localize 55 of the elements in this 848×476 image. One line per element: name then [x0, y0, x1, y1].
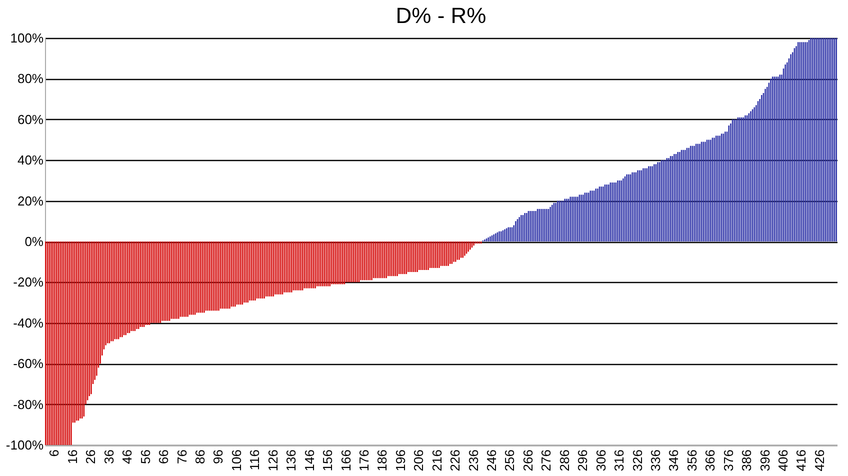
x-tick-label: 426: [812, 450, 827, 472]
x-tick-label: 86: [192, 450, 208, 464]
y-tick-label: 40%: [17, 152, 44, 168]
x-tick-label: 116: [247, 450, 262, 470]
chart-title: D% - R%: [396, 3, 486, 28]
x-tick-label: 106: [228, 450, 244, 472]
x-tick-label: 236: [466, 450, 481, 472]
x-tick-label: 256: [502, 450, 518, 472]
y-tick-label: 100%: [10, 30, 44, 46]
y-tick-label: -40%: [13, 315, 44, 330]
x-tick-label: 66: [156, 450, 172, 464]
x-tick-label: 276: [538, 450, 554, 472]
x-tick-label: 136: [284, 450, 299, 472]
y-tick-label: 80%: [17, 71, 44, 86]
x-tick-label: 6: [46, 450, 62, 457]
x-tick-label: 296: [575, 450, 590, 472]
x-tick-label: 206: [411, 450, 426, 472]
x-tick-label: 376: [720, 450, 736, 472]
x-tick-label: 286: [556, 450, 572, 472]
y-tick-label: -60%: [13, 356, 44, 372]
x-tick-label: 156: [320, 450, 336, 472]
y-tick-label: 20%: [17, 193, 44, 208]
x-tick-label: 346: [666, 450, 682, 472]
x-tick-label: 56: [138, 450, 153, 464]
x-tick-label: 386: [739, 450, 754, 472]
x-tick-label: 306: [593, 450, 608, 472]
x-tick-label: 76: [174, 450, 190, 464]
x-tick-label: 186: [374, 450, 390, 472]
x-tick-label: 126: [265, 450, 280, 472]
x-tick-label: 46: [120, 450, 135, 464]
y-tick-label: 0%: [24, 234, 44, 249]
x-tick-label: 406: [776, 450, 791, 472]
y-tick-label: 60%: [17, 112, 44, 127]
x-tick-label: 176: [356, 450, 372, 472]
x-tick-label: 16: [64, 450, 80, 464]
x-tick-label: 36: [101, 450, 116, 464]
x-tick-label: 246: [484, 450, 500, 472]
x-tick-label: 316: [612, 450, 627, 472]
y-tick-label: -80%: [13, 396, 44, 412]
x-tick-label: 266: [520, 450, 536, 472]
x-tick-label: 26: [83, 450, 98, 464]
x-tick-label: 326: [630, 450, 645, 472]
x-tick-label: 226: [448, 450, 463, 472]
x-tick-label: 166: [338, 450, 354, 472]
x-tick-label: 96: [210, 450, 226, 464]
x-tick-label: 196: [392, 450, 408, 472]
y-tick-label: -100%: [6, 438, 44, 452]
x-tick-label: 336: [648, 450, 663, 472]
x-tick-label: 366: [702, 450, 718, 472]
x-tick-label: 396: [757, 450, 772, 472]
x-tick-label: 356: [684, 450, 700, 472]
x-tick-label: 146: [302, 450, 317, 472]
x-tick-label: 216: [429, 450, 444, 472]
x-tick-label: 416: [794, 450, 809, 472]
y-tick-label: -20%: [13, 274, 44, 290]
